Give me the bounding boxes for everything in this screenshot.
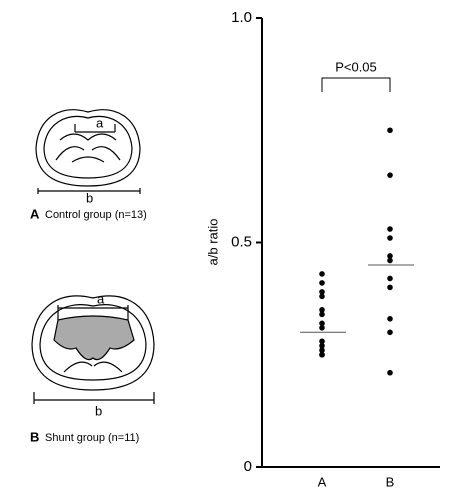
x-tick-label: A bbox=[318, 474, 327, 489]
data-point bbox=[319, 293, 325, 300]
panel-letter: B bbox=[30, 429, 39, 444]
panel-caption: Control group (n=13) bbox=[45, 209, 147, 221]
control-diagram bbox=[35, 109, 141, 194]
x-tick-label: B bbox=[386, 474, 395, 489]
data-point bbox=[387, 172, 393, 178]
data-point bbox=[319, 325, 325, 331]
y-tick-label: 1.0 bbox=[231, 9, 252, 26]
data-point bbox=[319, 320, 325, 327]
data-point bbox=[387, 226, 393, 232]
data-point bbox=[319, 351, 325, 358]
panel-caption: Shunt group (n=11) bbox=[45, 432, 139, 444]
data-point bbox=[387, 275, 393, 282]
y-axis-label: a/b ratio bbox=[205, 219, 220, 266]
data-point bbox=[319, 289, 325, 295]
panel-letter: A bbox=[30, 206, 40, 221]
data-point bbox=[319, 347, 325, 354]
data-point bbox=[387, 329, 393, 336]
y-tick-label: 0.5 bbox=[231, 233, 252, 250]
label-b: b bbox=[86, 190, 93, 205]
data-point bbox=[319, 280, 325, 286]
data-point bbox=[387, 127, 393, 134]
significance-bracket bbox=[321, 77, 391, 92]
data-point bbox=[319, 342, 325, 349]
label-a: a bbox=[97, 291, 105, 306]
data-point bbox=[387, 235, 393, 241]
data-point bbox=[387, 284, 393, 291]
data-point bbox=[387, 316, 393, 322]
data-point bbox=[319, 307, 325, 313]
data-point bbox=[387, 369, 393, 376]
annotation: P<0.05 bbox=[335, 59, 377, 74]
y-tick-label: 0 bbox=[244, 458, 252, 475]
data-point bbox=[387, 253, 393, 259]
data-point bbox=[319, 338, 325, 345]
data-point bbox=[319, 311, 325, 318]
data-point bbox=[387, 257, 393, 264]
label-b: b bbox=[95, 403, 102, 418]
label-a: a bbox=[96, 115, 104, 130]
shunt-diagram bbox=[31, 295, 155, 404]
data-point bbox=[319, 271, 325, 277]
